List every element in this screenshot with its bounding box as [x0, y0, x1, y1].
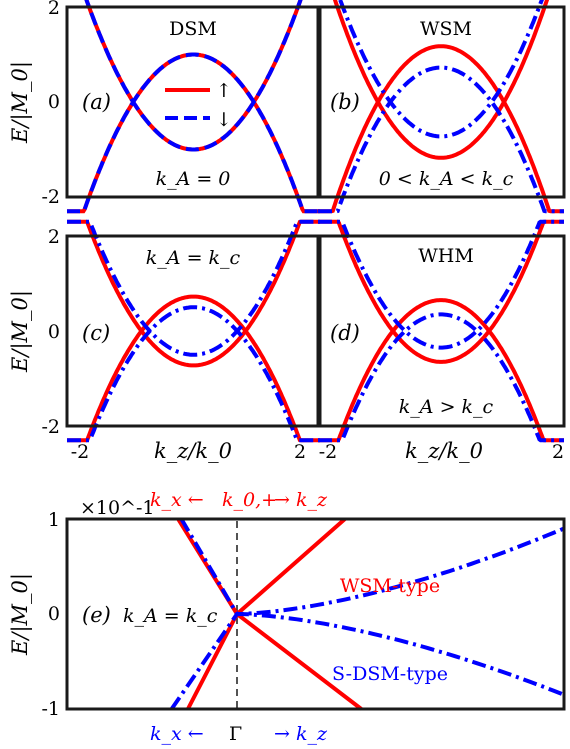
panel-c-xlabel: k_z/k_0	[154, 439, 232, 463]
panel-d-xtick-right: 2	[552, 441, 564, 463]
panel-b-band-lower-0	[332, 0, 550, 160]
panel-b-frame	[316, 5, 566, 199]
panel-d-label: (d)	[330, 321, 360, 345]
panel-d-xtick-left: -2	[319, 441, 338, 463]
panel-a-ytick-top: 2	[48, 0, 60, 19]
panel-a-band-lower-1	[84, 0, 303, 152]
panel-e-label: (e)	[82, 603, 111, 627]
panel-e-bottom-center: Γ	[229, 723, 242, 745]
panel-c: k_A = k_c (c) 2 0 -2 E/|M_0| -2 2 k_z/k_…	[8, 219, 322, 463]
panel-a-label: (a)	[82, 90, 111, 114]
panel-b-band-upper-0	[318, 44, 564, 214]
panel-b-curves	[318, 0, 564, 214]
panel-e-top-center: k_0,+	[222, 489, 277, 511]
panel-c-band-upper-0	[67, 294, 320, 443]
panel-e: ×10^-1 1 0 -1 E/|M_0| (e) k_A = k_c WSM-…	[8, 489, 566, 745]
panel-d-band-lower-0	[318, 219, 564, 364]
panel-c-xtick-left: -2	[71, 441, 90, 463]
panel-c-band-lower-1	[67, 219, 320, 357]
panel-b: WSM (b) 0 < k_A < k_c	[316, 0, 566, 214]
panel-c-ytick-bottom: -2	[41, 416, 60, 438]
panel-b-annotation: 0 < k_A < k_c	[379, 168, 514, 190]
panel-e-sdsm-label: S-DSM-type	[332, 663, 448, 685]
panel-c-frame	[65, 234, 322, 428]
panel-c-label: (c)	[82, 321, 110, 345]
panel-e-bottom-left: k_x ←	[150, 723, 204, 745]
panel-d-band-lower-1	[318, 219, 564, 350]
panel-d-xlabel: k_z/k_0	[405, 439, 483, 463]
panel-e-annotation: k_A = k_c	[123, 605, 218, 627]
panel-a: DSM (a) k_A = 0 ↑ ↓ 2 0 -2 E/|M_0|	[8, 0, 322, 214]
panel-e-top-right: → k_z	[274, 489, 328, 511]
panel-b-band-lower-1	[338, 0, 544, 139]
panel-e-series-2	[179, 517, 565, 697]
panel-e-ytick-bottom: -1	[41, 698, 60, 720]
panel-d-title: WHM	[418, 245, 474, 267]
panel-d-curves	[318, 219, 564, 443]
panel-a-ytick-mid: 0	[48, 91, 60, 113]
panel-c-xtick-right: 2	[294, 441, 306, 463]
panel-a-annotation: k_A = 0	[156, 168, 231, 190]
panel-d: WHM (d) k_A > k_c -2 2 k_z/k_0	[316, 219, 566, 463]
panel-c-band-lower-0	[67, 219, 320, 368]
panel-e-ytick-top: 1	[48, 509, 60, 531]
panel-d-band-upper-1	[318, 312, 564, 443]
panel-a-band-upper-1	[67, 52, 320, 214]
panel-b-title: WSM	[420, 18, 472, 40]
panel-a-ytick-bottom: -2	[41, 186, 60, 208]
panel-c-ytick-top: 2	[48, 226, 60, 248]
panel-a-legend: ↑ ↓	[165, 80, 232, 131]
panel-e-series-3	[169, 526, 565, 711]
panel-e-bottom-right: → k_z	[274, 723, 328, 745]
panel-c-annotation: k_A = k_c	[146, 247, 241, 269]
panel-c-ytick-mid: 0	[48, 321, 60, 343]
panel-a-frame	[65, 5, 322, 199]
panel-e-frame	[65, 517, 566, 711]
panel-e-wsm-label: WSM-type	[340, 575, 440, 597]
legend-up-arrow: ↑	[216, 80, 232, 102]
panel-d-band-upper-0	[318, 298, 564, 443]
panel-a-title: DSM	[169, 18, 217, 40]
panel-c-ylabel: E/|M_0|	[8, 290, 33, 373]
panel-e-ylabel: E/|M_0|	[8, 573, 33, 656]
panel-e-curves	[169, 517, 565, 711]
panel-c-band-upper-1	[67, 305, 320, 443]
panel-a-curves	[67, 0, 320, 214]
panel-e-ytick-mid: 0	[48, 603, 60, 625]
panel-d-frame	[316, 234, 566, 428]
panel-b-label: (b)	[330, 90, 360, 114]
panel-d-annotation: k_A > k_c	[399, 396, 494, 418]
panel-e-top-left: k_x ←	[150, 489, 204, 511]
panel-a-ylabel: E/|M_0|	[8, 61, 33, 144]
panel-b-band-upper-1	[318, 65, 564, 214]
legend-down-arrow: ↓	[216, 109, 232, 131]
panel-c-curves	[67, 219, 320, 443]
panel-e-multiplier: ×10^-1	[80, 497, 155, 519]
